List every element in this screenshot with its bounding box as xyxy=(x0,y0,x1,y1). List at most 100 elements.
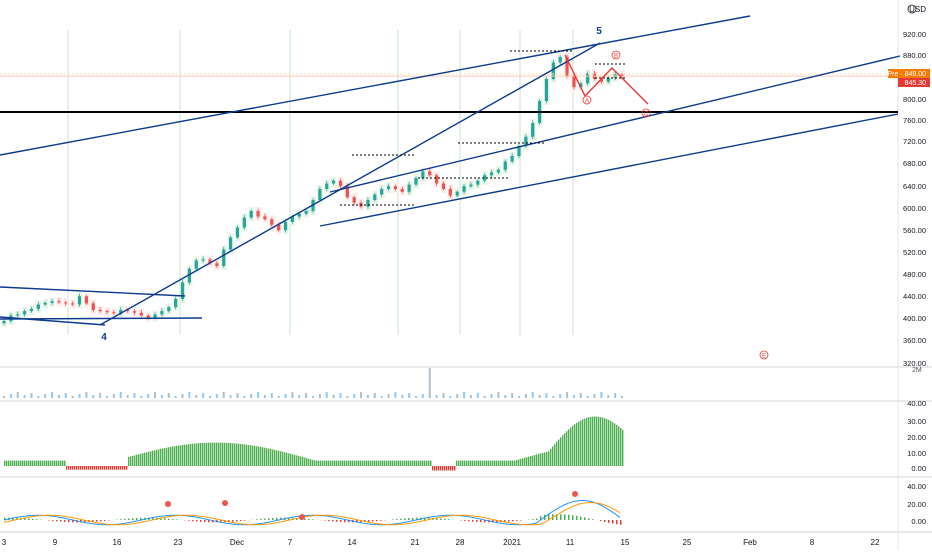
volume-bar xyxy=(614,393,616,398)
histogram-bar xyxy=(580,420,581,466)
macd-histogram-bar xyxy=(36,519,38,520)
macd-histogram-bar xyxy=(392,519,394,520)
histogram-bar xyxy=(562,435,563,466)
macd-histogram-bar xyxy=(464,520,466,521)
time-tick-label: 11 xyxy=(566,538,575,547)
histogram-bar xyxy=(188,444,189,466)
histogram-bar xyxy=(206,443,207,466)
histogram-bar xyxy=(334,461,335,466)
time-tick-label: 7 xyxy=(288,538,293,547)
candle-body xyxy=(30,309,33,311)
histogram-bar xyxy=(120,466,121,470)
macd-tick-label: 40.00 xyxy=(907,482,926,491)
candle-body xyxy=(511,156,514,162)
histogram-bar xyxy=(508,461,509,466)
histogram-bar xyxy=(440,466,441,471)
candle-body xyxy=(2,321,5,323)
macd-histogram-bar xyxy=(604,520,606,522)
histogram-bar xyxy=(368,461,369,466)
histogram-bar xyxy=(458,461,459,466)
volume-bar xyxy=(436,395,438,398)
macd-histogram-bar xyxy=(336,520,338,522)
histogram-bar xyxy=(582,419,583,466)
macd-histogram-bar xyxy=(568,515,570,520)
histogram-bar xyxy=(548,451,549,466)
histogram-bar xyxy=(510,461,511,466)
histogram-bar xyxy=(278,451,279,466)
histogram-bar xyxy=(294,455,295,466)
macd-histogram-bar xyxy=(376,520,378,521)
histogram-bar xyxy=(92,466,93,470)
histogram-bar xyxy=(464,461,465,466)
volume-bar xyxy=(236,393,238,398)
price-tick-label: 760.00 xyxy=(903,116,926,125)
volume-bar xyxy=(305,393,307,398)
histogram-bar xyxy=(354,461,355,466)
volume-bar xyxy=(202,393,204,398)
time-tick-label: 16 xyxy=(113,538,122,547)
macd-histogram-bar xyxy=(192,520,194,521)
price-tick-label: 720.00 xyxy=(903,137,926,146)
histogram-bar xyxy=(530,456,531,466)
histogram-bar xyxy=(348,461,349,466)
histogram-bar xyxy=(104,466,105,470)
histogram-bar xyxy=(30,461,31,466)
histogram-bar xyxy=(62,461,63,466)
macd-histogram-bar xyxy=(164,518,166,520)
histogram-bar xyxy=(264,448,265,466)
histogram-bar xyxy=(244,444,245,466)
histogram-bar xyxy=(52,461,53,466)
histogram-bar xyxy=(578,422,579,466)
histogram-bar xyxy=(32,461,33,466)
volume-scale-label: 2M xyxy=(912,367,922,374)
time-tick-label: 25 xyxy=(683,538,692,547)
candle-body xyxy=(394,186,397,189)
histogram-bar xyxy=(54,461,55,466)
histogram-bar xyxy=(486,461,487,466)
histogram-bar xyxy=(254,446,255,466)
volume-bar xyxy=(17,392,19,398)
candle-body xyxy=(428,171,431,175)
histogram-bar xyxy=(208,443,209,466)
histogram-bar xyxy=(48,461,49,466)
time-tick-label: 23 xyxy=(174,538,183,547)
histogram-bar xyxy=(512,461,513,466)
macd-histogram-bar xyxy=(612,520,614,524)
histogram-bar xyxy=(540,453,541,466)
volume-bar xyxy=(24,395,26,398)
histogram-bar xyxy=(328,461,329,466)
volume-bar xyxy=(511,393,513,398)
candle-body xyxy=(318,189,321,200)
histogram-bar xyxy=(502,461,503,466)
price-tick-label: 800.00 xyxy=(903,95,926,104)
volume-bar xyxy=(92,395,94,398)
histogram-bar xyxy=(616,425,617,466)
candle-body xyxy=(270,219,273,225)
volume-bar xyxy=(408,393,410,398)
histogram-bar xyxy=(50,461,51,466)
histogram-bar xyxy=(34,461,35,466)
candle-body xyxy=(16,314,19,315)
histogram-bar xyxy=(480,461,481,466)
histogram-bar xyxy=(320,461,321,466)
histogram-bar xyxy=(70,466,71,470)
macd-histogram-bar xyxy=(64,520,66,522)
histogram-bar xyxy=(258,447,259,466)
volume-bar xyxy=(422,394,424,398)
macd-histogram-bar xyxy=(444,519,446,520)
price-tick-label: 520.00 xyxy=(903,248,926,257)
histogram-bar xyxy=(592,417,593,466)
histogram-bar xyxy=(604,418,605,466)
histogram-bar xyxy=(382,461,383,466)
volume-bar xyxy=(360,392,362,398)
candle-body xyxy=(572,76,575,87)
histogram-bar xyxy=(412,461,413,466)
volume-bar xyxy=(285,394,287,398)
candle-body xyxy=(174,299,177,307)
macd-histogram-bar xyxy=(468,520,470,521)
price-tick-label: 440.00 xyxy=(903,292,926,301)
histogram-bar xyxy=(528,457,529,466)
histogram-bar xyxy=(542,453,543,466)
